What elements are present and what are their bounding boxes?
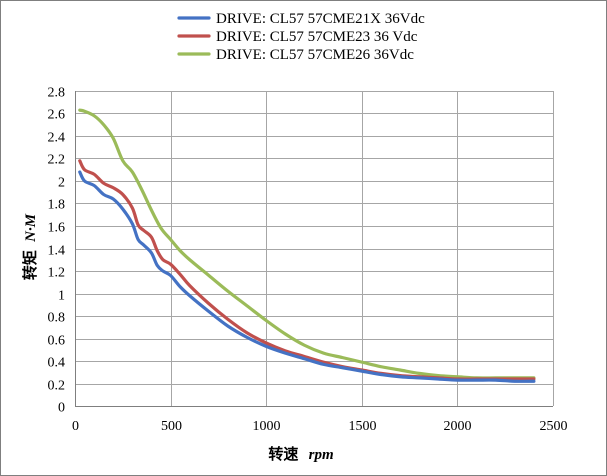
x-tick-label: 0	[72, 419, 79, 434]
x-axis-title-unit: rpm	[309, 447, 334, 463]
legend-label: DRIVE: CL57 57CME23 36 Vdc	[216, 29, 418, 45]
y-tick-label: 1.2	[48, 266, 66, 281]
y-tick-label: 2.2	[48, 153, 66, 168]
y-axis-title-main: 转矩	[21, 250, 39, 280]
x-tick-label: 500	[161, 419, 182, 434]
y-tick-label: 2.8	[48, 86, 66, 101]
axes: 0 0.2 0.4 0.6 0.8 1 1.2 1.4 1.6 1.8 2 2.2 2.4 2.6 2.8 0…	[48, 86, 568, 435]
x-tick-label: 2500	[540, 419, 568, 434]
legend-label: DRIVE: CL57 57CME21X 36Vdc	[216, 11, 425, 27]
y-tick-label: 2.6	[48, 108, 66, 123]
y-axis-title: 转矩 N·M	[21, 213, 39, 280]
x-tick-label: 1500	[349, 419, 377, 434]
series-line-1	[78, 170, 536, 383]
series-lines	[78, 108, 536, 383]
grid	[75, 91, 554, 406]
y-tick-label: 0.6	[48, 334, 66, 349]
y-tick-label: 1	[58, 289, 65, 304]
y-axis-title-unit: N·M	[23, 213, 39, 243]
y-tick-label: 0.2	[48, 379, 66, 394]
y-tick-label: 1.6	[48, 221, 66, 236]
series-line-3	[78, 108, 536, 380]
x-axis-title: 转速 rpm	[268, 445, 333, 463]
legend: DRIVE: CL57 57CME21X 36Vdc DRIVE: CL57 57…	[177, 11, 425, 63]
x-axis-title-main: 转速	[268, 445, 298, 463]
y-tick-label: 1.8	[48, 198, 66, 213]
y-tick-label: 0.8	[48, 311, 66, 326]
x-tick-label: 1000	[253, 419, 281, 434]
y-tick-label: 1.4	[48, 244, 66, 259]
legend-label: DRIVE: CL57 57CME26 36Vdc	[216, 47, 414, 63]
y-tick-label: 0	[58, 401, 65, 416]
x-tick-label: 2000	[444, 419, 472, 434]
y-tick-label: 2	[58, 176, 65, 191]
y-tick-label: 0.4	[48, 356, 66, 371]
y-tick-label: 2.4	[48, 131, 66, 146]
